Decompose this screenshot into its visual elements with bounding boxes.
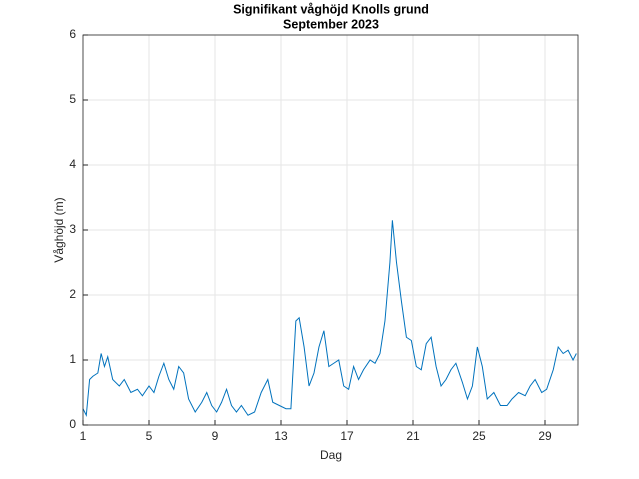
x-tick-label: 13 [274,429,288,443]
x-tick-label: 1 [80,429,87,443]
line-series [82,220,577,418]
y-tick-label: 6 [69,27,76,41]
y-tick-label: 4 [69,157,76,171]
x-tick-label: 25 [472,429,486,443]
y-tick-label: 2 [69,287,76,301]
y-tick-label: 0 [69,417,76,431]
plot-frame [82,34,579,426]
chart-title: Signifikant våghöjd Knolls grund [233,2,429,16]
y-tick-label: 5 [69,92,76,106]
x-tick-label: 21 [406,429,420,443]
x-tick-label: 29 [538,429,552,443]
x-tick-label: 17 [340,429,354,443]
x-tick-label: 5 [146,429,153,443]
x-tick-label: 9 [212,429,219,443]
y-axis-label: Våghöjd (m) [52,197,66,262]
y-tick-label: 1 [69,352,76,366]
x-axis-label: Dag [320,448,342,462]
y-tick-label: 3 [69,222,76,236]
chart-subtitle: September 2023 [283,17,379,31]
